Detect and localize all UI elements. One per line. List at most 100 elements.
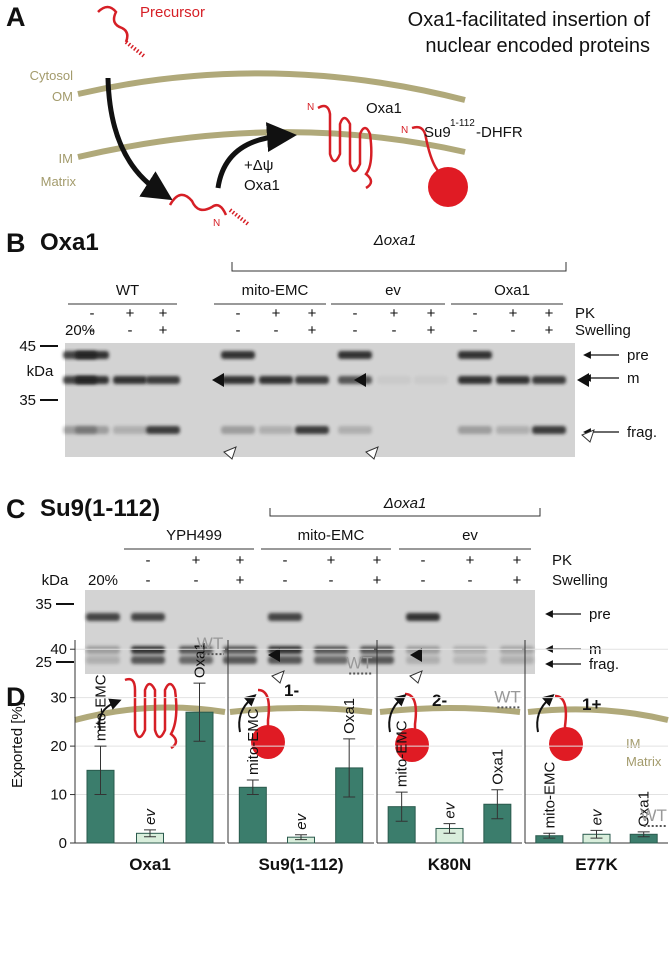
precursor-chain xyxy=(97,5,129,43)
y-tick-label: 40 xyxy=(50,641,67,658)
su9-label: Su9 xyxy=(424,124,451,141)
gel-band xyxy=(406,656,440,664)
gel-band xyxy=(221,376,255,384)
bar-label: Oxa1 xyxy=(489,749,506,785)
gel-band xyxy=(179,646,213,654)
y-tick-label: 0 xyxy=(59,835,67,852)
gel-band xyxy=(295,376,329,384)
gel-band xyxy=(453,656,487,664)
mutant-label: Δoxa1 xyxy=(373,232,417,249)
om-label: OM xyxy=(52,89,73,104)
pk-sign: + xyxy=(192,552,201,569)
marker-label: 35 xyxy=(19,392,36,409)
gel xyxy=(65,343,575,457)
swelling-label: Swelling xyxy=(552,572,608,589)
bar-label: ev xyxy=(142,808,159,825)
band-label: frag. xyxy=(589,656,619,673)
y-tick-label: 10 xyxy=(50,787,67,804)
dhfr-label: -DHFR xyxy=(476,124,523,141)
imported-chain xyxy=(168,193,228,216)
marker-label: 25 xyxy=(35,654,52,671)
wt-label: WT xyxy=(640,806,666,825)
swelling-sign: - xyxy=(353,322,358,339)
group-label: mito-EMC xyxy=(298,527,365,544)
bar-label: ev xyxy=(442,801,459,818)
swelling-sign: + xyxy=(513,572,522,589)
gel-band xyxy=(532,426,566,434)
pk-sign: + xyxy=(373,552,382,569)
gel-band xyxy=(223,646,257,654)
gel-band xyxy=(75,376,109,384)
gel-band xyxy=(131,613,165,621)
mutant-label: Δoxa1 xyxy=(383,495,427,512)
chart-title: K80N xyxy=(428,855,471,874)
group-label: YPH499 xyxy=(166,527,222,544)
bar-label: mito-EMC xyxy=(93,674,110,741)
pk-sign: + xyxy=(513,552,522,569)
error-bar xyxy=(491,789,504,820)
group-label: Oxa1 xyxy=(494,282,530,299)
insertion-arrow xyxy=(215,122,297,189)
error-bar xyxy=(295,834,307,841)
gel-band xyxy=(268,613,302,621)
title: Oxa1-facilitated insertion of xyxy=(408,9,651,31)
swelling-sign: - xyxy=(128,322,133,339)
pk-sign: - xyxy=(146,552,151,569)
pk-sign: + xyxy=(159,305,168,322)
error-bar xyxy=(637,831,650,838)
group-label: ev xyxy=(385,282,401,299)
bar-label: Oxa1 xyxy=(192,642,209,678)
matrix-label: Matrix xyxy=(41,174,77,189)
gel-band xyxy=(496,376,530,384)
error-bar xyxy=(543,832,556,839)
band-label: pre xyxy=(589,606,611,623)
n-terminus: N xyxy=(307,102,314,113)
gel-band xyxy=(75,351,109,359)
swelling-sign: - xyxy=(511,322,516,339)
gel-band xyxy=(496,426,530,434)
gel-band xyxy=(414,376,448,384)
membrane xyxy=(229,705,373,715)
gel-band xyxy=(131,646,165,654)
gel-band xyxy=(406,646,440,654)
error-bar xyxy=(590,829,603,839)
cleaved-presequence xyxy=(228,208,250,226)
gel-band xyxy=(314,646,348,654)
pk-sign: - xyxy=(236,305,241,322)
gel-band xyxy=(500,656,534,664)
potential-label: +Δψ xyxy=(244,157,273,174)
dhfr-domain xyxy=(428,167,468,207)
bar-label: Oxa1 xyxy=(341,698,358,734)
substrate-cartoons xyxy=(238,688,583,762)
gel-band xyxy=(221,351,255,359)
pk-sign: + xyxy=(126,305,135,322)
group-label: mito-EMC xyxy=(242,282,309,299)
bar-label: mito-EMC xyxy=(541,761,558,828)
swelling-sign: - xyxy=(473,322,478,339)
gel-band xyxy=(146,426,180,434)
n-terminus: N xyxy=(213,218,220,229)
gel-band xyxy=(86,646,120,654)
y-axis-label: Exported [%] xyxy=(9,702,26,788)
pk-sign: - xyxy=(283,552,288,569)
marker-label: 35 xyxy=(35,596,52,613)
gel-band xyxy=(532,376,566,384)
pk-sign: - xyxy=(421,552,426,569)
gel-band xyxy=(75,426,109,434)
import-arrow xyxy=(105,77,173,201)
error-bar xyxy=(144,829,156,838)
bar xyxy=(238,786,267,844)
pk-sign: + xyxy=(327,552,336,569)
group-label: WT xyxy=(116,282,139,299)
black-arrowhead xyxy=(268,648,280,662)
kda-label: kDa xyxy=(27,363,54,380)
gel-band xyxy=(406,613,440,621)
charge-label: 2- xyxy=(432,691,447,710)
white-arrowhead xyxy=(271,670,285,684)
black-arrowhead xyxy=(577,373,589,387)
pk-sign: + xyxy=(509,305,518,322)
gel-band xyxy=(113,426,147,434)
su9-superscript: 1-112 xyxy=(450,118,475,129)
chart-title: Oxa1 xyxy=(129,855,171,874)
error-bar xyxy=(246,779,259,796)
